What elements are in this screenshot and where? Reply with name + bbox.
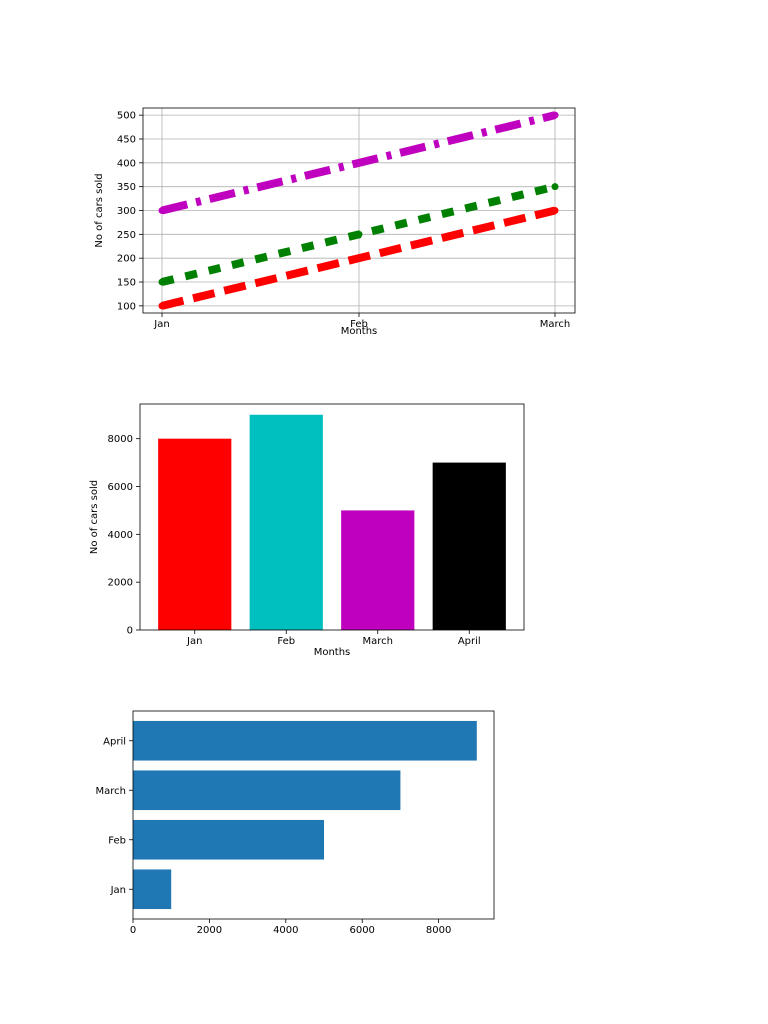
line-chart: 100 150 200 250 300 350 400 450 500 Jan Feb March Mo… (94, 107, 576, 337)
bar-chart: Jan Feb March April 0 2000 4000 6000 8000 Months N… (89, 403, 525, 658)
series-point-0 (355, 254, 363, 262)
series-point-2 (158, 207, 166, 214)
x-tick-label: 2000 (197, 925, 222, 936)
y-tick-label: Jan (110, 885, 126, 896)
series-point-0 (158, 302, 166, 310)
hbar-jan (133, 869, 172, 910)
y-tick-label: 150 (117, 278, 136, 289)
series-point-2 (355, 159, 363, 167)
y-tick-label: 8000 (108, 434, 133, 445)
x-axis-label: Months (341, 326, 378, 337)
bar-jan (158, 438, 232, 630)
y-tick-label: 500 (117, 111, 136, 122)
x-tick-label: March (540, 319, 570, 330)
y-tick-label: Feb (108, 835, 126, 846)
x-tick-label: 6000 (349, 925, 374, 936)
x-tick-label: Feb (350, 319, 368, 330)
hbar-march (133, 770, 401, 811)
plot-frame (132, 710, 495, 920)
x-tick-label: Jan (186, 636, 202, 647)
x-tick-label: 8000 (426, 925, 451, 936)
y-tick-label: 350 (117, 182, 136, 193)
y-tick-label: 100 (117, 301, 136, 312)
y-tick-label: 4000 (108, 530, 133, 541)
x-tick-label: 4000 (273, 925, 298, 936)
horizontal-bar-chart: Jan Feb March April 0 2000 4000 6000 8000 (96, 710, 495, 936)
bar-feb (249, 414, 323, 630)
x-tick-label: Jan (153, 319, 169, 330)
y-tick-label: 2000 (108, 578, 133, 589)
y-axis-label: No of cars sold (94, 173, 105, 247)
x-tick-label: Feb (277, 636, 295, 647)
y-tick-label: 400 (117, 158, 136, 169)
y-tick-label: 6000 (108, 482, 133, 493)
series-point-2 (551, 111, 559, 119)
series-point-1 (158, 278, 166, 286)
bar-march (341, 510, 415, 630)
x-tick-label: March (363, 636, 393, 647)
y-tick-label: March (96, 786, 126, 797)
x-axis-label: Months (314, 647, 351, 658)
x-tick-label: April (458, 636, 481, 647)
y-tick-label: 250 (117, 230, 136, 241)
y-tick-label: 450 (117, 134, 136, 145)
y-tick-label: April (103, 736, 126, 747)
series-point-1 (355, 230, 363, 238)
x-tick-label: 0 (130, 925, 136, 936)
y-tick-label: 300 (117, 206, 136, 217)
y-axis-label: No of cars sold (89, 480, 100, 554)
bar-april (432, 462, 506, 630)
y-tick-label: 0 (127, 626, 133, 637)
hbar-feb (133, 819, 325, 860)
series-point-1 (551, 183, 559, 191)
hbar-april (133, 720, 477, 761)
y-tick-label: 200 (117, 254, 136, 265)
plot-frame (139, 403, 525, 631)
series-point-0 (551, 207, 559, 214)
